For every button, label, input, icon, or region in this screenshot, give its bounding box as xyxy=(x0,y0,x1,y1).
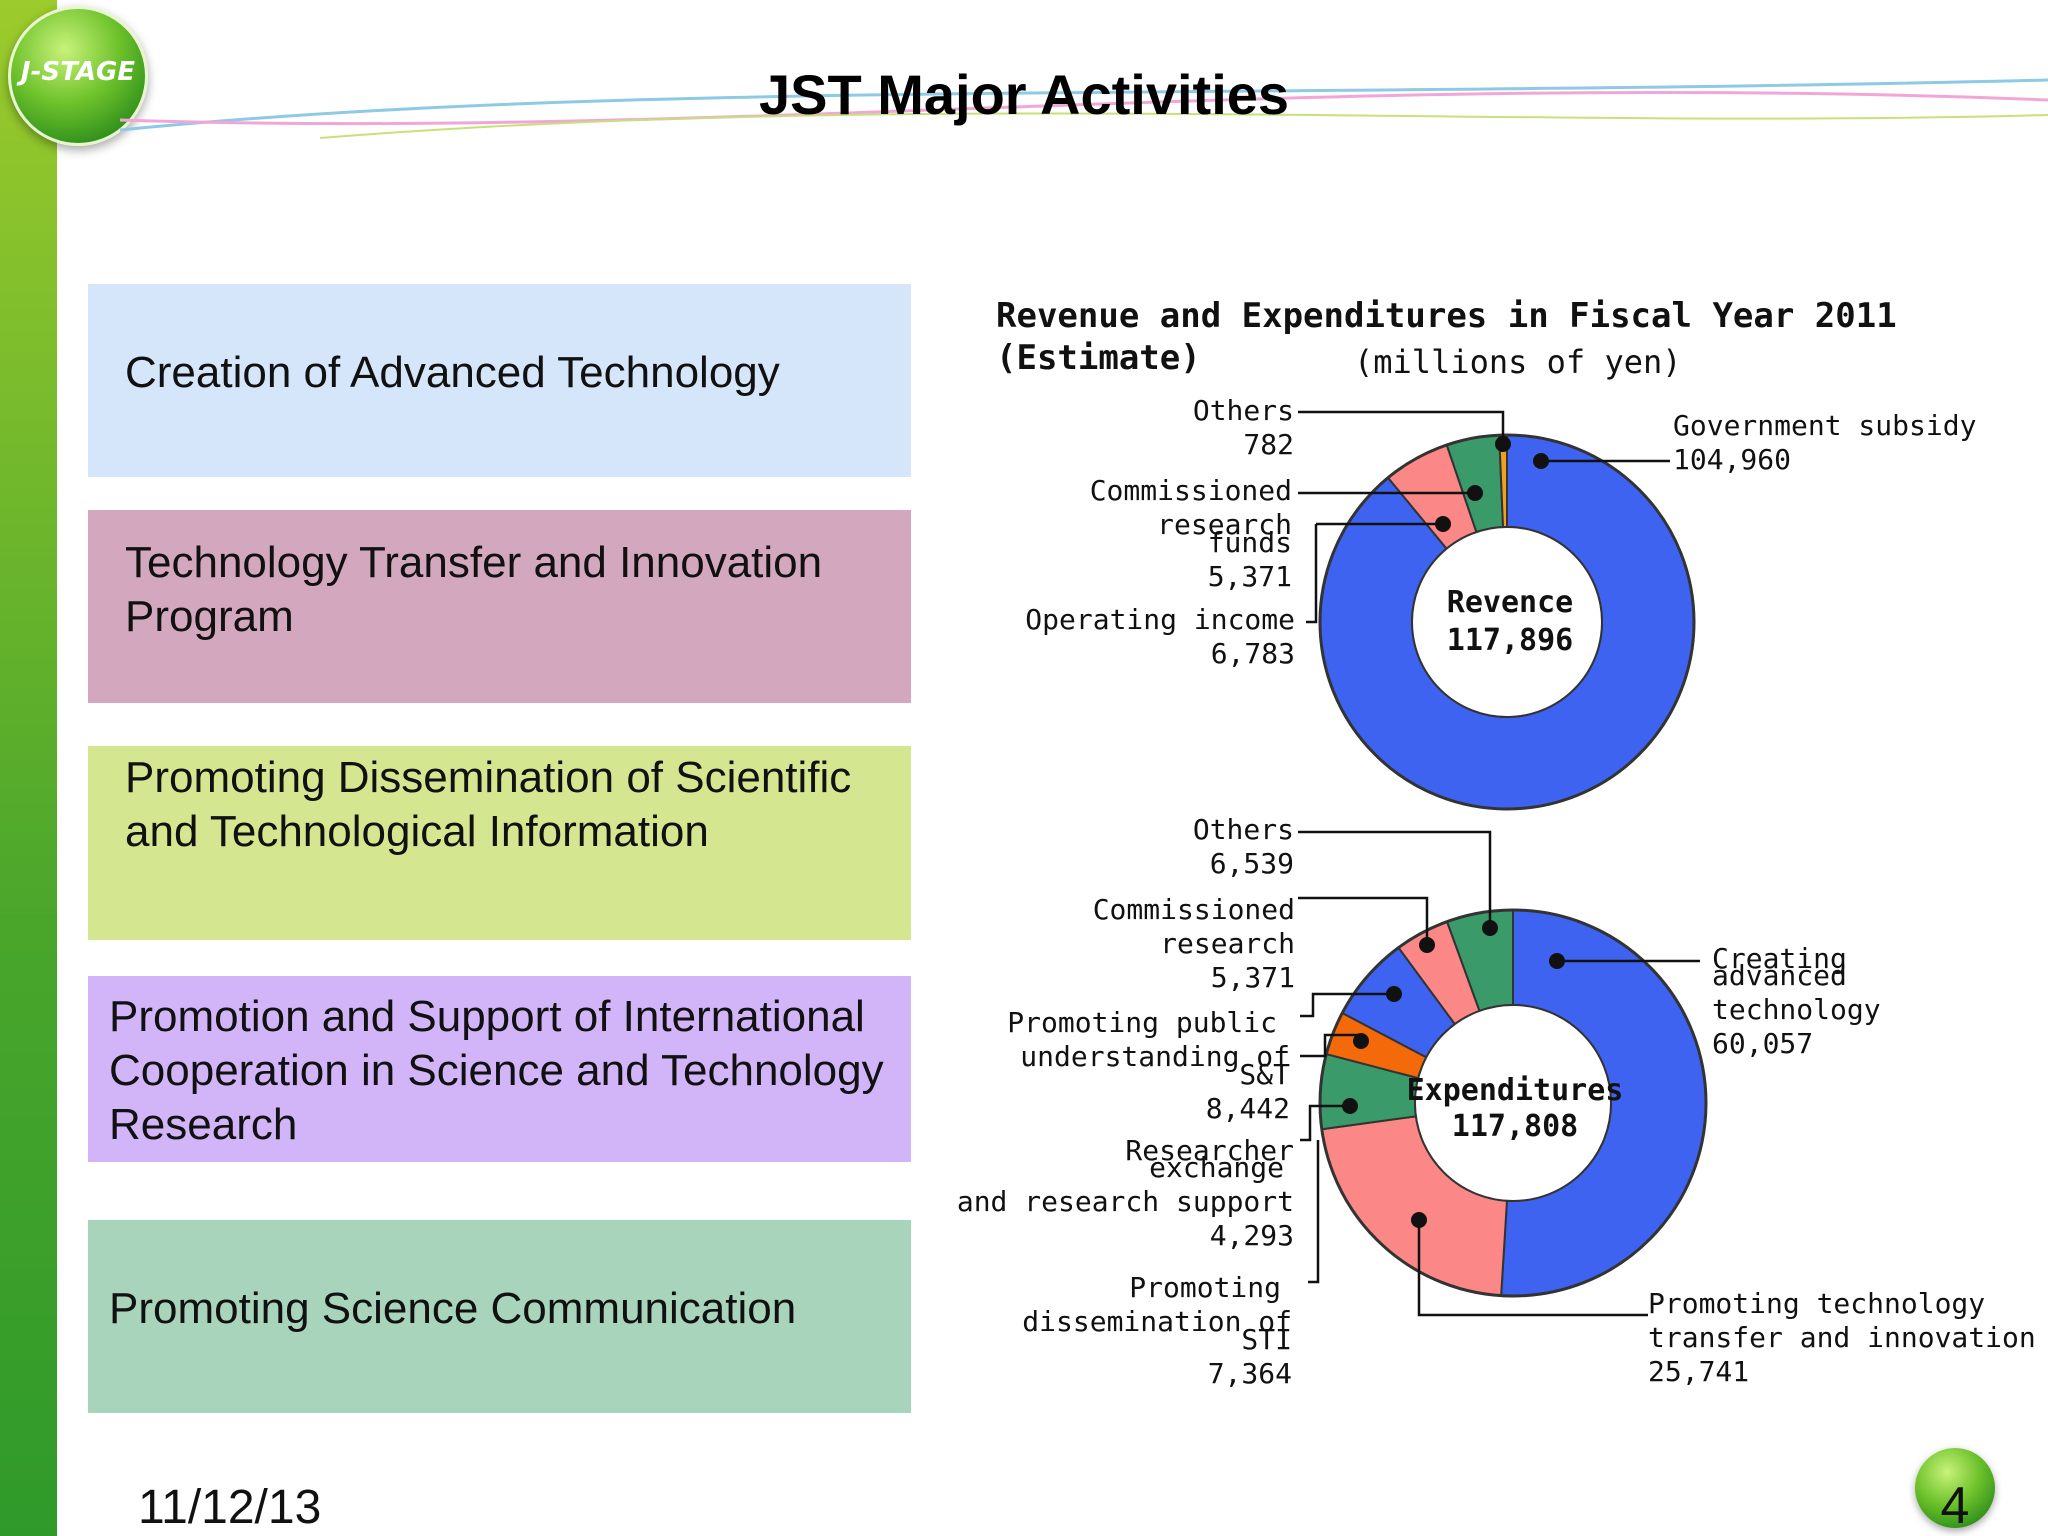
slide-date: 11/12/13 xyxy=(138,1481,322,1534)
expenditure-hole xyxy=(1414,1004,1612,1202)
exp-value-dissemination: 7,364 xyxy=(1208,1357,1292,1390)
revenue-leader-lines xyxy=(1298,410,1670,624)
activity-label: Promoting Science Communication xyxy=(109,1284,797,1333)
exp-label-public-l2: understanding of xyxy=(1020,1040,1290,1073)
logo-text: J-STAGE xyxy=(20,57,136,87)
exp-value-exchange: 4,293 xyxy=(1210,1219,1294,1252)
exp-label-public-l1: Promoting public xyxy=(1007,1006,1277,1039)
exp-label-creating-l3: technology xyxy=(1712,993,1881,1026)
expenditure-center-value: 117,808 xyxy=(1452,1109,1578,1144)
exp-label-transfer-l2: transfer and innovation xyxy=(1648,1321,2036,1354)
activity-box-1: Creation of Advanced Technology xyxy=(88,284,911,477)
revenue-dots xyxy=(1435,436,1549,532)
exp-label-creating-l1: Creating xyxy=(1712,942,1847,975)
exp-label-dissemination-l3: STI xyxy=(1241,1323,1292,1356)
page-number-badge: 4 xyxy=(1915,1448,1995,1535)
page-title: JST Major Activities xyxy=(758,63,1290,126)
exp-value-transfer: 25,741 xyxy=(1648,1355,1749,1388)
exp-label-creating-l2: advanced xyxy=(1712,959,1847,992)
revenue-labels: Others 782 Commissioned research funds 5… xyxy=(1025,394,1976,670)
expenditure-dots xyxy=(1342,920,1565,1228)
activity-box-5: Promoting Science Communication xyxy=(88,1220,911,1413)
expenditure-rim xyxy=(1318,908,1708,1298)
rev-label-commissioned-l1: Commissioned xyxy=(1090,474,1292,507)
rev-label-commissioned-l2: research xyxy=(1157,508,1292,541)
exp-label-exchange-l2: exchange xyxy=(1149,1151,1284,1184)
chart-title-line2: (Estimate) xyxy=(996,338,1201,378)
exp-label-others: Others xyxy=(1193,813,1294,846)
revenue-center-label: Revence xyxy=(1447,585,1573,620)
exp-value-public: 8,442 xyxy=(1206,1092,1290,1125)
revenue-hole xyxy=(1411,526,1603,718)
rev-label-operating: Operating income xyxy=(1025,603,1295,636)
rev-value-subsidy: 104,960 xyxy=(1673,443,1791,476)
activity-label: Promotion and Support of International C… xyxy=(109,992,884,1149)
activity-box-3: Promoting Dissemination of Scientific an… xyxy=(88,746,911,940)
exp-value-commissioned: 5,371 xyxy=(1211,961,1295,994)
exp-label-transfer-l1: Promoting technology xyxy=(1648,1287,1985,1320)
exp-label-dissemination-l1: Promoting xyxy=(1129,1271,1281,1304)
expenditure-center-label: Expenditures xyxy=(1407,1073,1624,1108)
rev-label-others: Others xyxy=(1193,394,1294,427)
exp-label-dissemination-l2: dissemination of xyxy=(1022,1305,1292,1338)
rev-value-others: 782 xyxy=(1243,428,1294,461)
exp-label-exchange-l1: Researcher xyxy=(1125,1134,1294,1167)
page-number: 4 xyxy=(1940,1477,1970,1535)
revenue-donut xyxy=(1318,433,1696,811)
exp-label-exchange-l3: and research support xyxy=(957,1185,1294,1218)
activity-box-2: Technology Transfer and Innovation Progr… xyxy=(88,510,911,703)
jstage-logo: J-STAGE xyxy=(8,6,148,146)
decorative-swoosh xyxy=(120,78,2048,139)
chart-title-line1: Revenue and Expenditures in Fiscal Year … xyxy=(996,296,1897,336)
rev-label-commissioned-l3: funds xyxy=(1208,526,1292,559)
activity-box-4: Promotion and Support of International C… xyxy=(88,976,911,1162)
chart-subtitle: (millions of yen) xyxy=(1354,343,1682,381)
rev-value-commissioned: 5,371 xyxy=(1208,560,1292,593)
expenditure-labels: Others 6,539 Commissioned research 5,371… xyxy=(957,813,2036,1390)
rev-value-operating: 6,783 xyxy=(1211,637,1295,670)
revenue-center-value: 117,896 xyxy=(1447,623,1573,658)
exp-label-public-l3: S&T xyxy=(1239,1058,1290,1091)
exp-value-creating: 60,057 xyxy=(1712,1027,1813,1060)
activity-label: Technology Transfer and Innovation Progr… xyxy=(125,538,823,641)
activity-label: Promoting Dissemination of Scientific an… xyxy=(125,753,852,856)
revenue-rim xyxy=(1318,433,1696,811)
rev-label-subsidy: Government subsidy xyxy=(1673,409,1976,442)
exp-value-others: 6,539 xyxy=(1210,847,1294,880)
exp-label-commissioned-l2: research xyxy=(1160,927,1295,960)
activity-label: Creation of Advanced Technology xyxy=(125,348,780,397)
expenditure-leader-lines xyxy=(1298,830,1700,1317)
left-accent-bar xyxy=(0,0,57,1536)
exp-label-commissioned-l1: Commissioned xyxy=(1093,893,1295,926)
